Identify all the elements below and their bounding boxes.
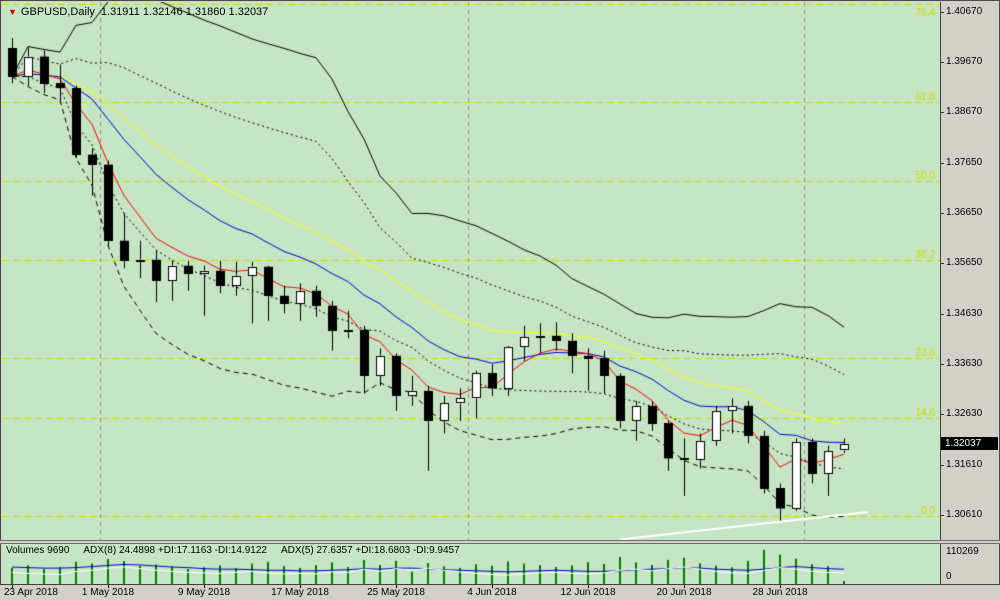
time-scale-tick bbox=[588, 585, 589, 588]
price-scale-tick bbox=[941, 112, 944, 113]
time-scale-label: 28 Jun 2018 bbox=[752, 587, 808, 598]
price-scale-tick bbox=[941, 414, 944, 415]
price-scale-label: 1.37650 bbox=[946, 157, 983, 169]
time-scale-tick bbox=[204, 585, 205, 588]
price-scale-label: 1.30610 bbox=[946, 509, 983, 521]
indicator-canvas[interactable] bbox=[2, 544, 940, 584]
price-scale-tick bbox=[941, 263, 944, 264]
symbol-label: GBPUSD,Daily bbox=[20, 6, 95, 18]
volumes-readout: Volumes 9690 bbox=[6, 545, 70, 556]
time-scale-tick bbox=[108, 585, 109, 588]
price-scale-label: 1.34630 bbox=[946, 308, 983, 320]
price-scale-label: 1.36650 bbox=[946, 207, 983, 219]
price-scale[interactable]: 1.40670 1.39670 1.38670 1.37650 1.36650 1.356… bbox=[940, 2, 999, 584]
time-scale-tick bbox=[780, 585, 781, 588]
price-scale-label: 1.35650 bbox=[946, 257, 983, 269]
adx5-readout: ADX(5) 27.6357 +DI:18.6803 -DI:9.9457 bbox=[280, 545, 460, 556]
price-scale-tick bbox=[941, 163, 944, 164]
time-scale-tick bbox=[684, 585, 685, 588]
price-chart-pane: ▼ GBPUSD,Daily 1.31911 1.32146 1.31860 1.3… bbox=[2, 2, 940, 540]
red-down-triangle-icon: ▼ bbox=[8, 7, 17, 17]
time-scale-label: 12 Jun 2018 bbox=[560, 587, 616, 598]
time-scale-label: 1 May 2018 bbox=[81, 587, 135, 598]
chart-header: ▼ GBPUSD,Daily 1.31911 1.32146 1.31860 1.3… bbox=[8, 6, 268, 18]
time-scale-label: 9 May 2018 bbox=[177, 587, 231, 598]
price-scale-tick bbox=[941, 515, 944, 516]
time-scale-tick bbox=[300, 585, 301, 588]
indicator-scale-min: 0 bbox=[946, 571, 952, 582]
price-scale-tick bbox=[941, 364, 944, 365]
price-scale-label: 1.38670 bbox=[946, 106, 983, 118]
pane-divider[interactable] bbox=[0, 540, 1000, 544]
time-scale-label: 17 May 2018 bbox=[271, 587, 329, 598]
price-scale-label: 1.33630 bbox=[946, 358, 983, 370]
price-scale-tick bbox=[941, 465, 944, 466]
time-scale-tick bbox=[492, 585, 493, 588]
time-scale[interactable]: 23 Apr 2018 1 May 2018 9 May 2018 17 May 20… bbox=[0, 584, 1000, 600]
time-scale-tick bbox=[396, 585, 397, 588]
indicator-header: Volumes 9690 ADX(8) 24.4898 +DI:17.1163 -… bbox=[6, 545, 474, 556]
price-scale-tick bbox=[941, 62, 944, 63]
time-scale-tick bbox=[12, 585, 13, 588]
time-scale-label: 25 May 2018 bbox=[367, 587, 425, 598]
time-scale-label: 20 Jun 2018 bbox=[656, 587, 712, 598]
current-price-tag: 1.32037 bbox=[941, 437, 998, 450]
price-chart-canvas[interactable] bbox=[2, 2, 940, 540]
price-scale-label: 1.39670 bbox=[946, 56, 983, 68]
time-scale-label: 4 Jun 2018 bbox=[467, 587, 517, 598]
price-scale-label: 1.31610 bbox=[946, 459, 983, 471]
price-scale-tick bbox=[941, 12, 944, 13]
ohlc-readout: 1.31911 1.32146 1.31860 1.32037 bbox=[100, 6, 269, 18]
time-scale-label: 23 Apr 2018 bbox=[4, 587, 58, 598]
price-scale-label: 1.32630 bbox=[946, 408, 983, 420]
price-scale-tick bbox=[941, 213, 944, 214]
price-scale-label: 1.40670 bbox=[946, 6, 983, 17]
price-scale-tick bbox=[941, 314, 944, 315]
adx8-readout: ADX(8) 24.4898 +DI:17.1163 -DI:14.9122 bbox=[83, 545, 267, 556]
indicator-scale-max: 110269 bbox=[946, 546, 979, 557]
indicator-pane: Volumes 9690 ADX(8) 24.4898 +DI:17.1163 -… bbox=[2, 544, 940, 584]
